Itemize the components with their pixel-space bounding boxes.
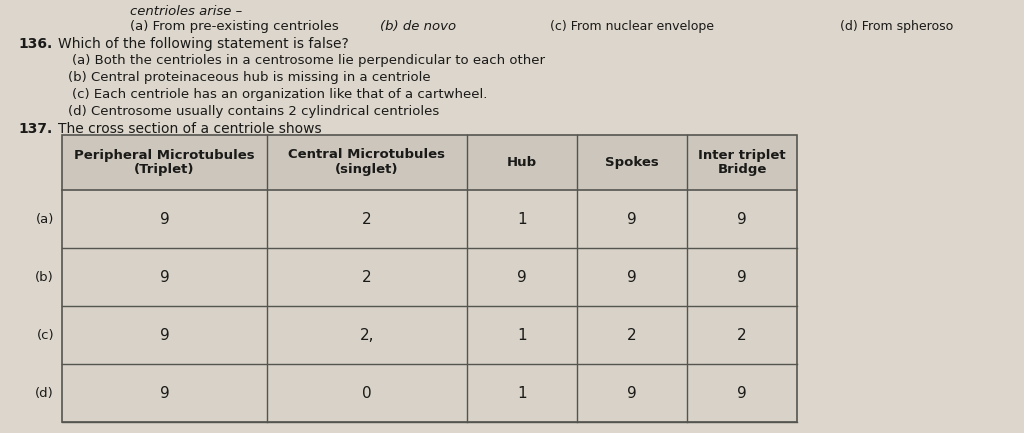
Text: (b): (b) bbox=[35, 271, 54, 284]
Text: 9: 9 bbox=[160, 327, 169, 343]
Text: 9: 9 bbox=[160, 269, 169, 284]
Text: (d) From spheroso: (d) From spheroso bbox=[840, 20, 953, 33]
Text: 1: 1 bbox=[517, 211, 526, 226]
Text: centrioles arise –: centrioles arise – bbox=[130, 5, 243, 18]
Text: Spokes: Spokes bbox=[605, 156, 658, 169]
Text: Inter triplet
Bridge: Inter triplet Bridge bbox=[698, 149, 785, 177]
Text: 9: 9 bbox=[627, 269, 637, 284]
Text: 9: 9 bbox=[627, 211, 637, 226]
Text: 9: 9 bbox=[737, 211, 746, 226]
Text: 9: 9 bbox=[160, 385, 169, 401]
Text: 2: 2 bbox=[362, 269, 372, 284]
Text: (c) From nuclear envelope: (c) From nuclear envelope bbox=[550, 20, 714, 33]
Text: 9: 9 bbox=[737, 385, 746, 401]
Text: 137.: 137. bbox=[18, 122, 52, 136]
Text: 9: 9 bbox=[737, 269, 746, 284]
Text: 9: 9 bbox=[517, 269, 527, 284]
Text: 2: 2 bbox=[627, 327, 637, 343]
Text: 9: 9 bbox=[160, 211, 169, 226]
Text: (c) Each centriole has an organization like that of a cartwheel.: (c) Each centriole has an organization l… bbox=[72, 88, 487, 101]
Text: (a) From pre-existing centrioles: (a) From pre-existing centrioles bbox=[130, 20, 339, 33]
Text: (a) Both the centrioles in a centrosome lie perpendicular to each other: (a) Both the centrioles in a centrosome … bbox=[72, 54, 545, 67]
Text: (c): (c) bbox=[37, 329, 54, 342]
Text: 2: 2 bbox=[737, 327, 746, 343]
Bar bbox=[62, 135, 797, 190]
Text: Hub: Hub bbox=[507, 156, 537, 169]
Bar bbox=[62, 135, 797, 422]
Text: (a): (a) bbox=[36, 213, 54, 226]
Text: Central Microtubules
(singlet): Central Microtubules (singlet) bbox=[289, 149, 445, 177]
Text: 2: 2 bbox=[362, 211, 372, 226]
Text: 9: 9 bbox=[627, 385, 637, 401]
Text: Which of the following statement is false?: Which of the following statement is fals… bbox=[58, 37, 349, 51]
Text: Peripheral Microtubules
(Triplet): Peripheral Microtubules (Triplet) bbox=[74, 149, 255, 177]
Text: (d) Centrosome usually contains 2 cylindrical centrioles: (d) Centrosome usually contains 2 cylind… bbox=[68, 105, 439, 118]
Text: The cross section of a centriole shows: The cross section of a centriole shows bbox=[58, 122, 322, 136]
Text: 1: 1 bbox=[517, 385, 526, 401]
Text: 1: 1 bbox=[517, 327, 526, 343]
Text: (d): (d) bbox=[35, 387, 54, 400]
Text: (b) Central proteinaceous hub is missing in a centriole: (b) Central proteinaceous hub is missing… bbox=[68, 71, 431, 84]
Text: 136.: 136. bbox=[18, 37, 52, 51]
Text: (b) de novo: (b) de novo bbox=[380, 20, 456, 33]
Bar bbox=[62, 190, 797, 422]
Text: 0: 0 bbox=[362, 385, 372, 401]
Text: 2,: 2, bbox=[359, 327, 374, 343]
